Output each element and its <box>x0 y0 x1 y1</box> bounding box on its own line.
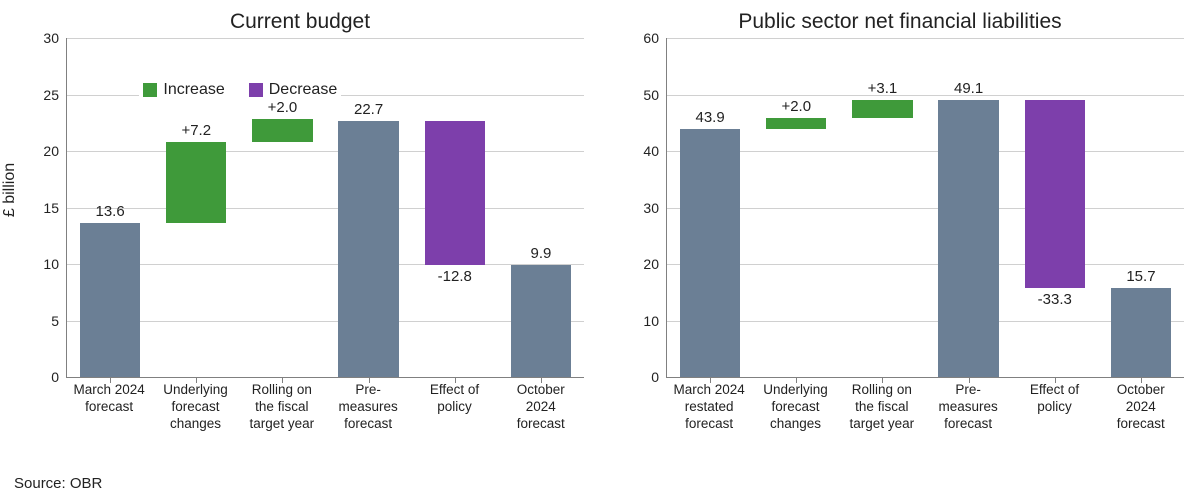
bar-value-label: 13.6 <box>95 203 124 220</box>
bar-march-2024-restated-forecast: 43.9 <box>667 38 753 377</box>
source-text: Source: OBR <box>14 475 102 492</box>
x-label: March 2024forecast <box>66 378 152 433</box>
legend-swatch <box>143 83 157 97</box>
x-label: October2024forecast <box>1098 378 1184 433</box>
bar-october-2024-forecast: 9.9 <box>498 38 584 377</box>
bar-value-label: 49.1 <box>954 80 983 97</box>
y-tick-label: 10 <box>43 256 67 272</box>
y-tick-label: 30 <box>643 200 667 216</box>
x-tick <box>1055 377 1056 383</box>
x-label: Rolling onthe fiscaltarget year <box>839 378 925 433</box>
x-tick <box>710 377 711 383</box>
left-y-axis-label: £ billion <box>1 163 19 217</box>
x-tick <box>455 377 456 383</box>
y-tick-label: 25 <box>43 87 67 103</box>
x-label: Pre-measuresforecast <box>325 378 411 433</box>
bar-value-label: -33.3 <box>1038 291 1072 308</box>
bar-rect <box>511 265 571 377</box>
x-tick <box>196 377 197 383</box>
bar-effect-of-policy: -12.8 <box>412 38 498 377</box>
bar-pre-measures-forecast: 49.1 <box>926 38 1012 377</box>
bar-rect <box>1025 100 1085 288</box>
y-tick-label: 60 <box>643 30 667 46</box>
bar-value-label: +7.2 <box>181 122 211 139</box>
bar-rect <box>338 121 398 378</box>
bar-value-label: +3.1 <box>868 80 898 97</box>
x-label: October2024forecast <box>498 378 584 433</box>
x-tick <box>796 377 797 383</box>
bar-value-label: 22.7 <box>354 101 383 118</box>
x-tick <box>369 377 370 383</box>
bar-effect-of-policy: -33.3 <box>1012 38 1098 377</box>
y-tick-label: 40 <box>643 143 667 159</box>
right-plot: 0102030405060 43.9+2.0+3.149.1-33.315.7 <box>666 38 1184 378</box>
y-tick-label: 50 <box>643 87 667 103</box>
x-tick <box>969 377 970 383</box>
x-label: March 2024restatedforecast <box>666 378 752 433</box>
left-x-labels: March 2024forecastUnderlyingforecastchan… <box>66 378 584 433</box>
left-chart-panel: Current budget £ billion 0 5 10 15 20 25 30 13… <box>0 0 600 460</box>
bar-rect <box>166 142 226 223</box>
x-label: Underlyingforecastchanges <box>152 378 238 433</box>
bar-value-label: 9.9 <box>531 245 552 262</box>
bar-rect <box>852 100 912 118</box>
right-x-labels: March 2024restatedforecastUnderlyingfore… <box>666 378 1184 433</box>
y-tick-label: 20 <box>43 143 67 159</box>
bar-value-label: +2.0 <box>268 99 298 116</box>
y-tick-label: 0 <box>51 369 67 385</box>
x-label: Rolling onthe fiscaltarget year <box>239 378 325 433</box>
x-tick <box>541 377 542 383</box>
legend-item: Increase <box>143 81 224 99</box>
bar-rect <box>425 121 485 266</box>
bar-value-label: +2.0 <box>781 98 811 115</box>
bar-rect <box>680 129 740 377</box>
y-tick-label: 30 <box>43 30 67 46</box>
left-plot: 051015202530 13.6+7.2+2.022.7-12.89.9 In… <box>66 38 584 378</box>
x-tick <box>282 377 283 383</box>
bar-value-label: 15.7 <box>1126 268 1155 285</box>
x-tick <box>110 377 111 383</box>
left-chart-title: Current budget <box>10 10 590 34</box>
bar-value-label: -12.8 <box>438 268 472 285</box>
x-tick <box>1141 377 1142 383</box>
y-tick-label: 10 <box>643 313 667 329</box>
y-tick-label: 15 <box>43 200 67 216</box>
bar-value-label: 43.9 <box>695 109 724 126</box>
x-label: Effect ofpolicy <box>411 378 497 433</box>
legend-label: Increase <box>163 81 224 99</box>
legend-swatch <box>249 83 263 97</box>
right-chart-title: Public sector net financial liabilities <box>610 10 1190 34</box>
x-tick <box>882 377 883 383</box>
legend: Increase Decrease <box>139 79 341 101</box>
bar-rolling-on-fiscal-target-year: +3.1 <box>839 38 925 377</box>
bar-rect <box>80 223 140 377</box>
bar-october-2024-forecast: 15.7 <box>1098 38 1184 377</box>
x-label: Effect ofpolicy <box>1011 378 1097 433</box>
legend-item: Decrease <box>249 81 337 99</box>
charts-row: Current budget £ billion 0 5 10 15 20 25 30 13… <box>0 0 1200 460</box>
y-tick-label: 5 <box>51 313 67 329</box>
bar-rect <box>766 118 826 129</box>
bar-rect <box>1111 288 1171 377</box>
legend-label: Decrease <box>269 81 337 99</box>
bar-rect <box>938 100 998 377</box>
x-label: Underlyingforecastchanges <box>752 378 838 433</box>
bar-rect <box>252 119 312 142</box>
y-tick-label: 0 <box>651 369 667 385</box>
x-label: Pre-measuresforecast <box>925 378 1011 433</box>
bar-underlying-forecast-changes: +2.0 <box>753 38 839 377</box>
right-chart-panel: Public sector net financial liabilities … <box>600 0 1200 460</box>
y-tick-label: 20 <box>643 256 667 272</box>
